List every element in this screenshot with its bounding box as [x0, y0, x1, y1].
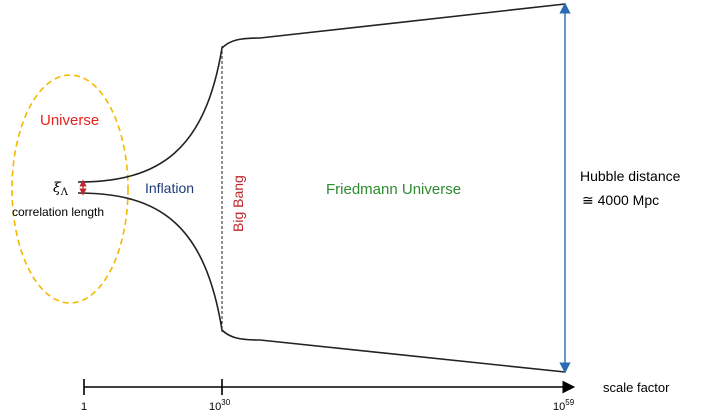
inflation-label: Inflation: [145, 180, 194, 196]
tick-label-3: 1059: [553, 398, 575, 413]
lower-expansion-curve: [77, 192, 566, 373]
xi-label: ξΛ: [53, 180, 69, 198]
big-bang-label: Big Bang: [230, 175, 246, 232]
hubble-distance-label: Hubble distance: [580, 168, 681, 184]
hubble-distance-value: ≅ 4000 Mpc: [582, 192, 659, 208]
correlation-length-label: correlation length: [12, 205, 104, 219]
scale-factor-label: scale factor: [603, 380, 670, 395]
friedmann-universe-label: Friedmann Universe: [326, 181, 461, 198]
tick-label-2: 1030: [209, 398, 231, 413]
tick-label-1: 1: [81, 401, 87, 413]
universe-label: Universe: [40, 112, 99, 129]
universe-ellipse: [11, 74, 129, 304]
upper-expansion-curve: [77, 3, 566, 183]
